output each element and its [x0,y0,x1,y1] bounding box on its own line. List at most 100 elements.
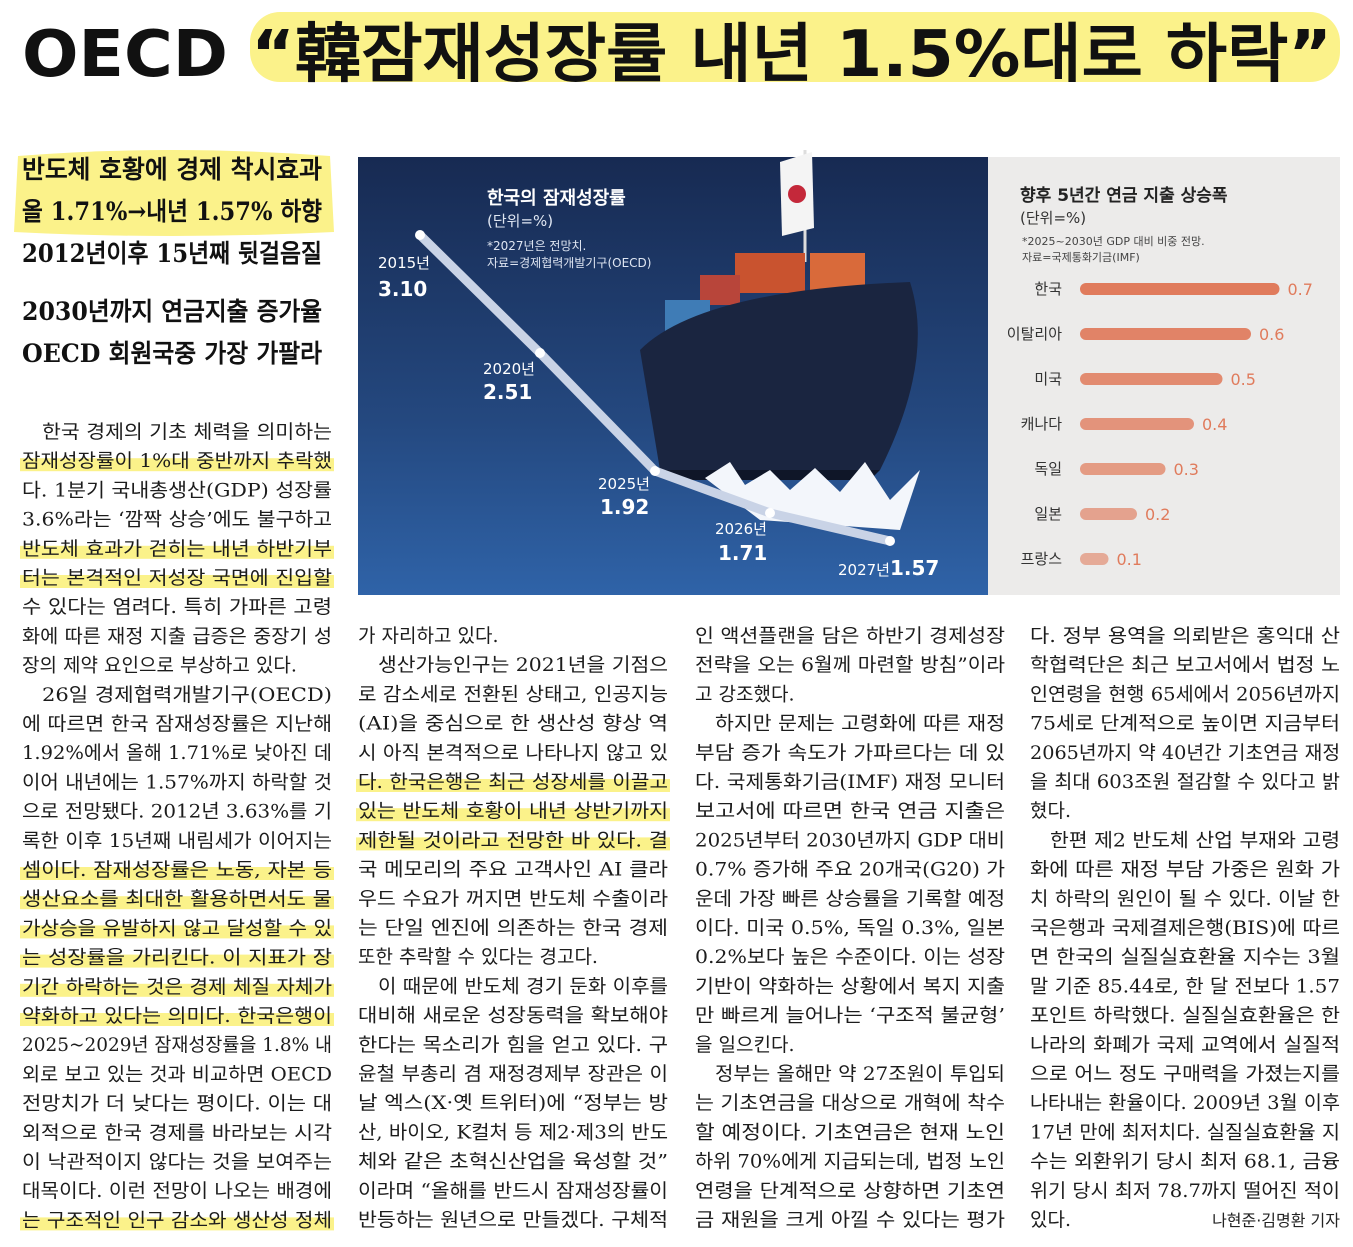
body-line: 셈이다. 잠재성장률은 노동, 자본 등 [22,859,332,881]
body-line: 으로 어느 정도 구매력을 가졌는지를 [1030,1063,1340,1085]
subhead: 반도체 호황에 경제 착시효과 [22,155,322,184]
body-line: 국 메모리의 주요 고객사인 AI 클라 [358,859,668,881]
body-line: 26일 경제협력개발기구(OECD) [42,684,332,706]
body-line: 국은행과 국제결제은행(BIS)에 따르 [1030,917,1340,939]
growth-point [415,230,425,240]
chart-note: 자료=경제협력개발기구(OECD) [487,256,651,270]
chart-unit: (단위=%) [487,212,553,230]
year-label: 2015년 [378,254,430,272]
body-line: 인 액션플랜을 담은 하반기 경제성장 [695,625,1005,647]
body-line: 는 구조적인 인구 감소와 생산성 정체 [22,1209,332,1231]
value-label: 0.2 [1145,505,1170,524]
body-line: 이 낙관적이지 않다는 것을 보여주는 [22,1151,332,1173]
body-line: 있다. [1030,1209,1071,1231]
body-line: 반등하는 원년으로 만들겠다. 구체적 [358,1209,668,1231]
headline-highlight [250,12,1340,82]
chart-note: *2027년은 전망치. [487,239,586,253]
body-line: 날 엑스(X·옛 트위터)에 “정부는 방 [358,1092,668,1114]
body-line: 대비해 새로운 성장동력을 확보해야 [358,1005,668,1027]
text-highlight [356,837,670,851]
body-line: 하위 70%에게 지급되는데, 법정 노인 [695,1151,1005,1173]
chart-note: *2025~2030년 GDP 대비 비중 전망. [1022,235,1205,248]
body-line: 외로 보고 있는 것과 비교하면 OECD [22,1063,332,1085]
body-line: 17년 만에 최저치다. 실질실효환율 지 [1030,1121,1340,1143]
text-highlight [356,779,670,792]
body-line: 이라며 “올해를 반드시 잠재성장률이 [358,1180,668,1202]
value-label: 0.6 [1259,325,1284,344]
country-label: 프랑스 [1021,550,1063,568]
growth-point [885,536,895,546]
body-line: 고 강조했다. [695,683,794,705]
growth-point [765,508,775,518]
body-line: 생산요소를 최대한 활용하면서도 물 [22,888,332,910]
body-line: 있는 반도체 호황이 내년 상반기까지 [358,800,668,822]
subhead: 2030년까지 연금지출 증가율 [22,297,322,326]
body-line: 화에 따른 재정 지출 급증은 중장기 성 [22,625,332,647]
subhead: 2012년이후 15년째 뒷걸음질 [22,239,322,268]
headline: OECD “韓잠재성장률 내년 1.5%대로 하락” [22,18,1332,92]
body-line: 인연령을 현행 65세에서 2056년까지 [1030,683,1340,705]
body-line: 0.2%보다 높은 수준이다. 이는 성장 [695,946,1005,968]
body-line: 제한될 것이라고 전망한 바 있다. 결 [358,829,668,851]
year-label: 2026년 [715,520,767,538]
body-line: 말 기준 85.44로, 한 달 전보다 1.57 [1030,975,1340,997]
body-line: 75세로 단계적으로 높이면 지금부터 [1030,713,1340,735]
value-label: 0.1 [1117,550,1142,569]
body-line: 혔다. [1030,800,1071,822]
country-label: 일본 [1034,505,1062,523]
country-label: 독일 [1034,460,1062,478]
chart-unit: (단위=%) [1020,209,1086,227]
body-line: 포인트 하락했다. 실질실효환율은 한 [1030,1005,1340,1027]
flag-emblem [788,185,806,203]
value-label: 0.3 [1174,460,1199,479]
value-label: 1.57 [890,556,939,580]
text-highlight [20,575,334,588]
bar [1080,418,1194,430]
byline: 나현준·김명환 기자 [1212,1211,1340,1230]
chart-title: 향후 5년간 연금 지출 상승폭 [1020,185,1228,206]
body-line: 면 한국의 실질실효환율 지수는 3월 [1030,946,1340,968]
body-line: 기반이 약화하는 상황에서 복지 지출 [695,975,1005,997]
body-line: 외적으로 한국 경제를 바라보는 시각 [22,1122,332,1144]
bar [1080,283,1280,295]
text-highlight [20,925,334,939]
body-line: 이다. 미국 0.5%, 독일 0.3%, 일본 [695,917,1005,939]
body-line: 시 아직 본격적으로 나타나지 않고 있 [358,742,668,764]
body-line: 한국 경제의 기초 체력을 의미하는 [42,421,332,443]
text-highlight [20,896,334,910]
bar [1080,553,1109,565]
body-line: 2025년부터 2030년까지 GDP 대비 [695,829,1005,851]
body-line: 치 하락의 원인이 될 수 있다. 이날 한 [1030,888,1340,910]
body-line: 한다는 목소리가 힘을 얻고 있다. 구 [358,1034,668,1056]
body-line: 반도체 효과가 걷히는 내년 하반기부 [22,538,332,560]
body-line: 가상승을 유발하지 않고 달성할 수 있 [22,917,332,939]
body-line: 이 때문에 반도체 경기 둔화 이후를 [378,975,668,997]
body-line: 2025~2029년 잠재성장률을 1.8% 내 [22,1034,332,1056]
body-line: 할 예정이다. 기초연금은 현재 노인 [695,1121,1005,1143]
body-line: 1.92%에서 올해 1.71%로 낮아진 데 [22,742,332,764]
body-line: 전망치가 더 낮다는 평이다. 이는 대 [22,1093,332,1115]
body-line: 위기 당시 최저 78.7까지 떨어진 적이 [1030,1180,1340,1202]
chart-note: 자료=국제통화기금(IMF) [1022,251,1140,264]
body-line: 록한 이후 15년째 내림세가 이어지는 [22,830,332,852]
body-line: 약화하고 있다는 의미다. 한국은행이 [22,1005,332,1027]
body-line: 이어 내년에는 1.57%까지 하락할 것 [22,771,332,793]
country-label: 캐나다 [1021,415,1063,433]
growth-chart-art [358,150,988,595]
body-line: 3.6%라는 ‘깜짝 상승’에도 불구하고 [22,509,332,531]
value-label: 0.7 [1288,280,1313,299]
container [735,253,805,293]
text-highlight [20,867,334,880]
chart-title: 한국의 잠재성장률 [487,188,626,209]
growth-point [535,348,545,358]
body-line: 잠재성장률이 1%대 중반까지 추락했 [22,450,332,472]
body-line: 보고서에 따르면 한국 연금 지출은 [695,800,1005,822]
body-line: 하지만 문제는 고령화에 따른 재정 [715,713,1005,735]
body-line: 부담 증가 속도가 가파르다는 데 있 [695,742,1005,764]
body-line: 로 감소세로 전환된 상태고, 인공지능 [358,683,668,705]
body-line: 한편 제2 반도체 산업 부재와 고령 [1050,829,1340,851]
body-line: (AI)을 중심으로 한 생산성 향상 역 [358,713,668,735]
body-line: 우드 수요가 꺼지면 반도체 수출이라 [358,888,668,910]
body-line: 또한 추락할 수 있다는 경고다. [358,946,598,968]
